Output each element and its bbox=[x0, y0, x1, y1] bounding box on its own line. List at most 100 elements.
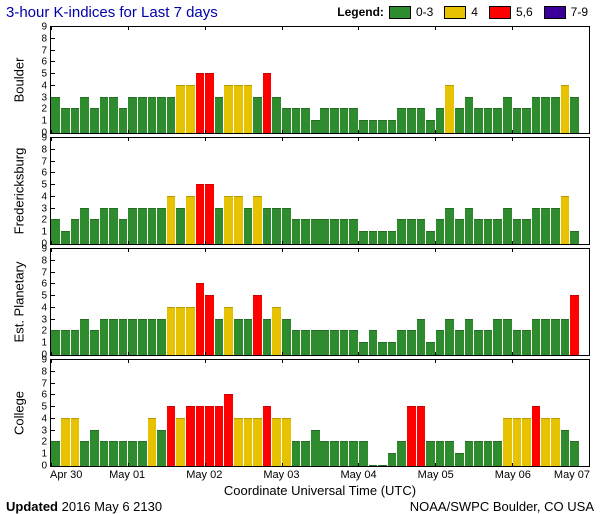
bar bbox=[484, 441, 493, 466]
bar bbox=[311, 120, 320, 133]
bar bbox=[417, 108, 426, 133]
x-tick-label: Apr 30 bbox=[50, 469, 82, 481]
x-tick-mark bbox=[282, 241, 283, 245]
bar bbox=[541, 97, 550, 133]
bar bbox=[493, 319, 502, 355]
x-tick-mark bbox=[589, 241, 590, 245]
bar bbox=[407, 219, 416, 244]
y-tick-label: 4 bbox=[37, 80, 47, 91]
bar bbox=[282, 418, 291, 466]
bar bbox=[138, 441, 147, 466]
x-tick-label: May 03 bbox=[263, 469, 299, 481]
bar bbox=[196, 406, 205, 466]
bar bbox=[157, 208, 166, 244]
y-tick-label: 4 bbox=[37, 191, 47, 202]
legend-swatch bbox=[544, 6, 566, 19]
legend: Legend: 0-345,67-9 bbox=[337, 5, 594, 19]
bar bbox=[51, 330, 60, 355]
bar bbox=[176, 85, 185, 133]
x-tick-mark bbox=[358, 359, 359, 363]
bar bbox=[330, 108, 339, 133]
bar bbox=[359, 231, 368, 244]
y-tick-label: 2 bbox=[37, 437, 47, 448]
x-tick-mark bbox=[205, 26, 206, 30]
bar bbox=[561, 85, 570, 133]
bar bbox=[369, 330, 378, 355]
bar bbox=[205, 406, 214, 466]
bar bbox=[417, 319, 426, 355]
footer-updated: Updated 2016 May 6 2130 bbox=[6, 499, 162, 514]
x-tick-mark bbox=[589, 130, 590, 134]
bar bbox=[330, 330, 339, 355]
bar bbox=[157, 97, 166, 133]
y-tick-label: 1 bbox=[37, 116, 47, 127]
bar bbox=[349, 108, 358, 133]
bar bbox=[100, 319, 109, 355]
bar bbox=[513, 330, 522, 355]
bar bbox=[445, 441, 454, 466]
bar bbox=[61, 330, 70, 355]
x-tick-mark bbox=[128, 26, 129, 30]
y-tick-label: 6 bbox=[37, 279, 47, 290]
bar bbox=[234, 85, 243, 133]
x-tick-mark bbox=[435, 359, 436, 363]
bar bbox=[340, 441, 349, 466]
x-tick-mark bbox=[205, 352, 206, 356]
bar bbox=[138, 208, 147, 244]
legend-swatch bbox=[444, 6, 466, 19]
x-tick-label: May 07 bbox=[554, 469, 590, 481]
bar bbox=[71, 418, 80, 466]
bar bbox=[186, 85, 195, 133]
bar bbox=[90, 430, 99, 466]
x-tick-mark bbox=[51, 26, 52, 30]
bar bbox=[541, 319, 550, 355]
bar bbox=[417, 219, 426, 244]
x-tick-mark bbox=[358, 130, 359, 134]
legend-item-text: 4 bbox=[471, 5, 478, 19]
y-tick-label: 9 bbox=[37, 133, 47, 144]
x-tick-mark bbox=[512, 26, 513, 30]
bar bbox=[513, 418, 522, 466]
updated-label: Updated bbox=[6, 499, 58, 514]
y-tick-label: 8 bbox=[37, 255, 47, 266]
bar bbox=[426, 231, 435, 244]
bar bbox=[205, 73, 214, 133]
x-tick-mark bbox=[128, 130, 129, 134]
bar bbox=[513, 219, 522, 244]
plot-area bbox=[51, 360, 589, 466]
bar bbox=[71, 108, 80, 133]
bar bbox=[128, 441, 137, 466]
y-tick-label: 1 bbox=[37, 227, 47, 238]
x-tick-mark bbox=[358, 241, 359, 245]
bar bbox=[148, 97, 157, 133]
x-tick-mark bbox=[128, 352, 129, 356]
bar bbox=[167, 97, 176, 133]
x-tick-mark bbox=[205, 130, 206, 134]
bar bbox=[148, 418, 157, 466]
bar bbox=[349, 441, 358, 466]
bar bbox=[522, 108, 531, 133]
y-tick-label: 2 bbox=[37, 104, 47, 115]
bar bbox=[330, 219, 339, 244]
bar bbox=[128, 319, 137, 355]
x-tick-mark bbox=[51, 137, 52, 141]
bar bbox=[340, 219, 349, 244]
y-tick-label: 5 bbox=[37, 402, 47, 413]
bar bbox=[253, 97, 262, 133]
bar bbox=[292, 330, 301, 355]
y-tick-label: 5 bbox=[37, 291, 47, 302]
bar bbox=[80, 208, 89, 244]
x-tick-mark bbox=[435, 26, 436, 30]
x-tick-mark bbox=[512, 130, 513, 134]
y-tick-label: 1 bbox=[37, 338, 47, 349]
bar bbox=[224, 307, 233, 355]
x-tick-mark bbox=[358, 26, 359, 30]
bar bbox=[570, 97, 579, 133]
bar bbox=[301, 330, 310, 355]
bar bbox=[407, 330, 416, 355]
x-tick-mark bbox=[435, 352, 436, 356]
bar bbox=[234, 418, 243, 466]
bar bbox=[196, 184, 205, 244]
bar bbox=[426, 120, 435, 133]
bar bbox=[167, 406, 176, 466]
